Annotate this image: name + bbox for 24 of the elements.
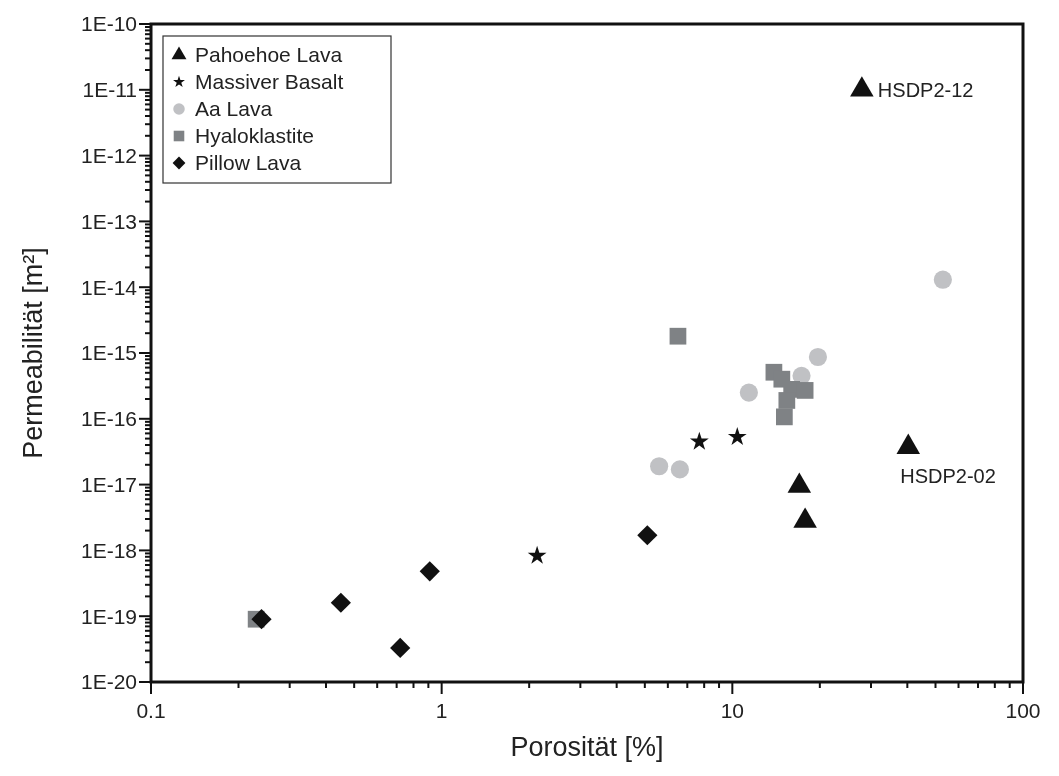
annotation: HSDP2-02 [900,465,996,488]
y-tick-label: 1E-17 [80,472,137,496]
x-tick-label: 10 [720,699,745,722]
y-tick-label: 1E-18 [80,538,137,562]
x-tick-label: 0.1 [136,699,166,722]
legend-label: Aa Lava [195,97,273,121]
y-tick-label: 1E-10 [80,12,137,36]
x-tick-label: 1 [435,699,448,722]
y-tick-label: 1E-14 [80,275,138,299]
x-tick-label: 100 [1005,699,1041,722]
legend-label: Massiver Basalt [195,70,344,94]
legend-label: Hyaloklastite [195,124,315,148]
legend-label: Pahoehoe Lava [195,43,343,67]
y-tick-label: 1E-19 [80,604,137,628]
y-tick-label: 1E-16 [80,407,137,431]
y-tick-label: 1E-12 [80,143,137,167]
y-axis-title: Permeabilität [m²] [18,247,48,459]
y-tick-label: 1E-20 [80,670,137,694]
y-tick-label: 1E-13 [80,209,137,233]
legend-label: Pillow Lava [195,151,302,175]
annotation: HSDP2-12 [877,78,974,101]
y-tick-label: 1E-15 [80,341,137,365]
x-axis-title: Porosität [%] [510,732,664,762]
y-tick-label: 1E-11 [82,78,137,102]
